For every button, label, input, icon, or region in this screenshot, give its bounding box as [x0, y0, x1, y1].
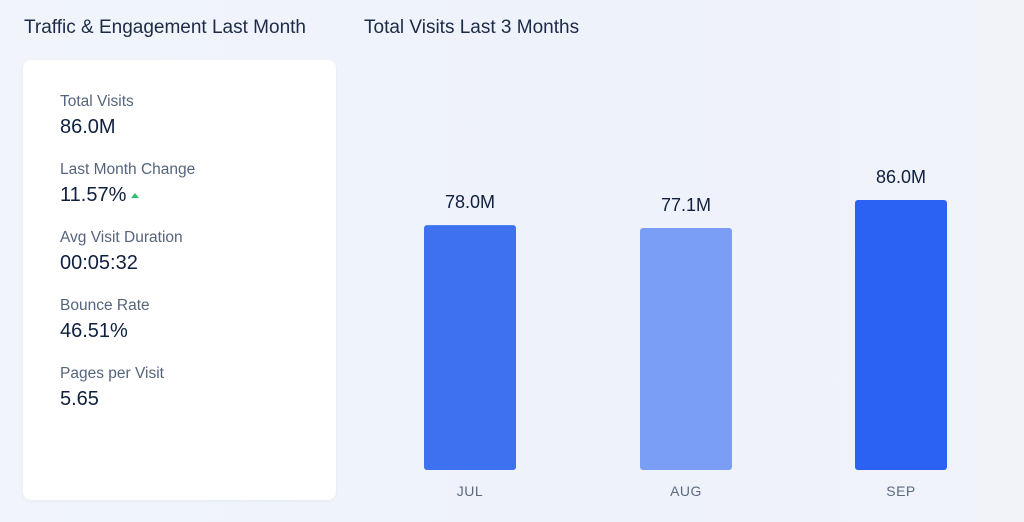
data-label-aug: 77.1M	[661, 195, 711, 215]
metric-last-month-change: Last Month Change 11.57%	[60, 161, 195, 207]
visits-chart-title: Total Visits Last 3 Months	[364, 17, 580, 38]
metric-value: 86.0M	[60, 116, 116, 138]
bar-sep[interactable]	[855, 200, 947, 470]
metric-total-visits: Total Visits 86.0M	[60, 93, 134, 139]
bar-aug[interactable]	[640, 227, 732, 470]
x-tick-label-aug: AUG	[670, 483, 702, 499]
x-tick-label-jul: JUL	[457, 483, 483, 499]
metric-value: 11.57%	[60, 184, 127, 206]
metric-label: Bounce Rate	[60, 297, 150, 314]
bar-jul[interactable]	[424, 225, 516, 470]
engagement-section-title: Traffic & Engagement Last Month	[24, 17, 306, 38]
metric-pages-per-visit: Pages per Visit 5.65	[60, 365, 164, 411]
data-label-jul: 78.0M	[445, 192, 495, 212]
metric-label: Last Month Change	[60, 161, 196, 178]
metric-label: Avg Visit Duration	[60, 229, 183, 246]
metric-bounce-rate: Bounce Rate 46.51%	[60, 297, 150, 343]
triangle-up-icon	[131, 193, 140, 198]
metric-value: 46.51%	[60, 320, 128, 342]
metric-label: Pages per Visit	[60, 365, 164, 382]
metric-label: Total Visits	[60, 93, 134, 110]
metric-avg-visit-duration: Avg Visit Duration 00:05:32	[60, 229, 183, 275]
data-label-sep: 86.0M	[876, 167, 926, 187]
x-tick-label-sep: SEP	[886, 483, 916, 499]
metric-value: 5.65	[60, 388, 99, 410]
metric-value: 00:05:32	[60, 252, 138, 274]
engagement-stats-card: Total Visits 86.0M Last Month Change 11.…	[23, 60, 336, 500]
